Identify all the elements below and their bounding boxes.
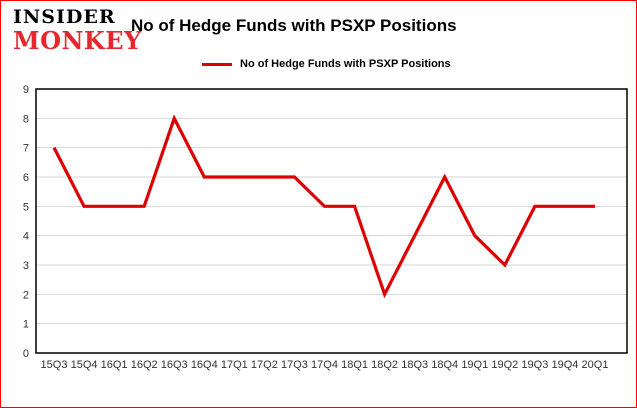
svg-text:20Q1: 20Q1	[582, 359, 609, 371]
svg-text:6: 6	[23, 172, 29, 184]
svg-text:1: 1	[23, 319, 29, 331]
svg-text:18Q2: 18Q2	[371, 359, 398, 371]
svg-text:15Q3: 15Q3	[41, 359, 68, 371]
svg-text:8: 8	[23, 113, 29, 125]
svg-text:19Q1: 19Q1	[461, 359, 488, 371]
svg-text:16Q3: 16Q3	[161, 359, 188, 371]
insider-monkey-logo: INSIDER MONKEY	[13, 8, 142, 53]
svg-text:7: 7	[23, 143, 29, 155]
svg-text:17Q4: 17Q4	[311, 359, 338, 371]
svg-text:17Q2: 17Q2	[251, 359, 278, 371]
logo-insider-text: INSIDER	[13, 6, 116, 28]
svg-text:0: 0	[23, 348, 29, 360]
svg-text:16Q2: 16Q2	[131, 359, 158, 371]
page-title: No of Hedge Funds with PSXP Positions	[131, 16, 457, 35]
svg-text:18Q4: 18Q4	[431, 359, 458, 371]
svg-text:5: 5	[23, 201, 29, 213]
svg-text:18Q3: 18Q3	[401, 359, 428, 371]
svg-text:3: 3	[23, 260, 29, 272]
svg-text:19Q4: 19Q4	[551, 359, 578, 371]
logo-monkey-text: MONKEY	[13, 26, 142, 55]
svg-text:16Q4: 16Q4	[191, 359, 218, 371]
svg-text:19Q3: 19Q3	[521, 359, 548, 371]
svg-text:4: 4	[23, 231, 29, 243]
legend-label: No of Hedge Funds with PSXP Positions	[240, 58, 451, 70]
svg-text:2: 2	[23, 289, 29, 301]
svg-text:19Q2: 19Q2	[491, 359, 518, 371]
svg-text:17Q3: 17Q3	[281, 359, 308, 371]
chart-legend: No of Hedge Funds with PSXP Positions	[202, 58, 451, 70]
svg-text:15Q4: 15Q4	[71, 359, 98, 371]
legend-line-sample-icon	[202, 62, 232, 66]
svg-text:18Q1: 18Q1	[341, 359, 368, 371]
svg-text:16Q1: 16Q1	[101, 359, 128, 371]
svg-text:9: 9	[23, 84, 29, 96]
svg-text:17Q1: 17Q1	[221, 359, 248, 371]
